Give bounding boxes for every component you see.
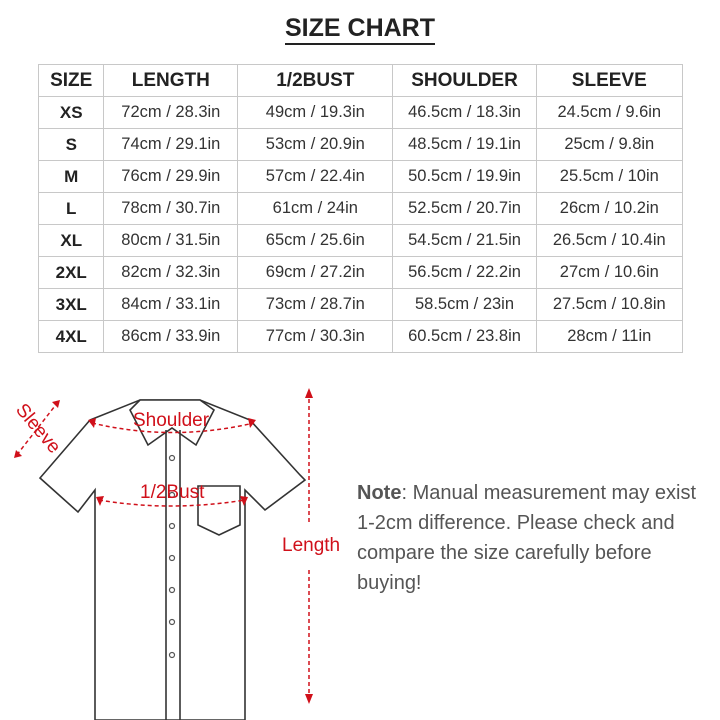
size-cell: S xyxy=(37,128,105,161)
column-header: SIZE xyxy=(37,64,105,97)
size-cell: 2XL xyxy=(37,256,105,289)
measurement-cell: 58.5cm / 23in xyxy=(392,288,537,321)
note-label: Note xyxy=(357,482,402,504)
size-cell: XL xyxy=(37,224,105,257)
table-row: L 78cm / 30.7in 61cm / 24in 52.5cm / 20.7in… xyxy=(37,192,684,225)
measurement-cell: 50.5cm / 19.9in xyxy=(392,160,537,193)
measurement-cell: 49cm / 19.3in xyxy=(237,96,394,129)
table-row: 4XL 86cm / 33.9in 77cm / 30.3in 60.5cm / 23… xyxy=(37,320,684,353)
measurement-cell: 27.5cm / 10.8in xyxy=(535,288,684,321)
measurement-cell: 76cm / 29.9in xyxy=(103,160,239,193)
measurement-cell: 73cm / 28.7in xyxy=(237,288,394,321)
measurement-cell: 24.5cm / 9.6in xyxy=(535,96,684,129)
measurement-cell: 78cm / 30.7in xyxy=(103,192,239,225)
measurement-cell: 27cm / 10.6in xyxy=(535,256,684,289)
size-table: SIZE LENGTH 1/2BUST SHOULDER SLEEVE XS 72cm /… xyxy=(37,64,684,353)
button-icons xyxy=(168,454,176,659)
table-row: M 76cm / 29.9in 57cm / 22.4in 50.5cm / 19.9… xyxy=(37,160,684,193)
column-header: SHOULDER xyxy=(392,64,537,97)
shirt-diagram: Sleeve Shoulder 1/2Bust Length xyxy=(11,388,340,720)
bust-label: 1/2Bust xyxy=(140,482,205,503)
measurement-cell: 25cm / 9.8in xyxy=(535,128,684,161)
measurement-cell: 53cm / 20.9in xyxy=(237,128,394,161)
measurement-cell: 28cm / 11in xyxy=(535,320,684,353)
size-cell: XS xyxy=(37,96,105,129)
measurement-cell: 80cm / 31.5in xyxy=(103,224,239,257)
table-row: S 74cm / 29.1in 53cm / 20.9in 48.5cm / 19.1… xyxy=(37,128,684,161)
table-row: XS 72cm / 28.3in 49cm / 19.3in 46.5cm / 18.… xyxy=(37,96,684,129)
column-header: 1/2BUST xyxy=(237,64,394,97)
note-body: : Manual measurement may exist 1-2cm dif… xyxy=(357,482,697,594)
length-label: Length xyxy=(282,535,340,556)
measurement-cell: 84cm / 33.1in xyxy=(103,288,239,321)
title-text: SIZE CHART xyxy=(285,14,435,45)
measurement-cell: 26.5cm / 10.4in xyxy=(535,224,684,257)
measurement-cell: 60.5cm / 23.8in xyxy=(392,320,537,353)
column-header: SLEEVE xyxy=(535,64,684,97)
measurement-cell: 57cm / 22.4in xyxy=(237,160,394,193)
measurement-cell: 52.5cm / 20.7in xyxy=(392,192,537,225)
note-text: Note: Manual measurement may exist 1-2cm… xyxy=(357,478,697,598)
arrow-icons xyxy=(14,388,313,704)
size-cell: 4XL xyxy=(37,320,105,353)
measurement-cell: 82cm / 32.3in xyxy=(103,256,239,289)
table-row: 3XL 84cm / 33.1in 73cm / 28.7in 58.5cm / 23… xyxy=(37,288,684,321)
shoulder-label: Shoulder xyxy=(133,410,210,431)
measurement-cell: 74cm / 29.1in xyxy=(103,128,239,161)
measurement-cell: 72cm / 28.3in xyxy=(103,96,239,129)
measurement-cell: 77cm / 30.3in xyxy=(237,320,394,353)
measurement-cell: 48.5cm / 19.1in xyxy=(392,128,537,161)
size-cell: 3XL xyxy=(37,288,105,321)
measurement-cell: 56.5cm / 22.2in xyxy=(392,256,537,289)
measurement-cell: 65cm / 25.6in xyxy=(237,224,394,257)
measure-lines xyxy=(15,392,310,700)
measurement-cell: 86cm / 33.9in xyxy=(103,320,239,353)
sleeve-label: Sleeve xyxy=(11,400,64,458)
measurement-cell: 69cm / 27.2in xyxy=(237,256,394,289)
size-cell: L xyxy=(37,192,105,225)
size-cell: M xyxy=(37,160,105,193)
measurement-cell: 46.5cm / 18.3in xyxy=(392,96,537,129)
page-title: SIZE CHART xyxy=(0,14,720,45)
measurement-cell: 25.5cm / 10in xyxy=(535,160,684,193)
table-header: SIZE LENGTH 1/2BUST SHOULDER SLEEVE xyxy=(37,64,684,97)
table-row: 2XL 82cm / 32.3in 69cm / 27.2in 56.5cm / 22… xyxy=(37,256,684,289)
column-header: LENGTH xyxy=(103,64,239,97)
measurement-cell: 26cm / 10.2in xyxy=(535,192,684,225)
measurement-cell: 61cm / 24in xyxy=(237,192,394,225)
measurement-cell: 54.5cm / 21.5in xyxy=(392,224,537,257)
table-row: XL 80cm / 31.5in 65cm / 25.6in 54.5cm / 21.… xyxy=(37,224,684,257)
